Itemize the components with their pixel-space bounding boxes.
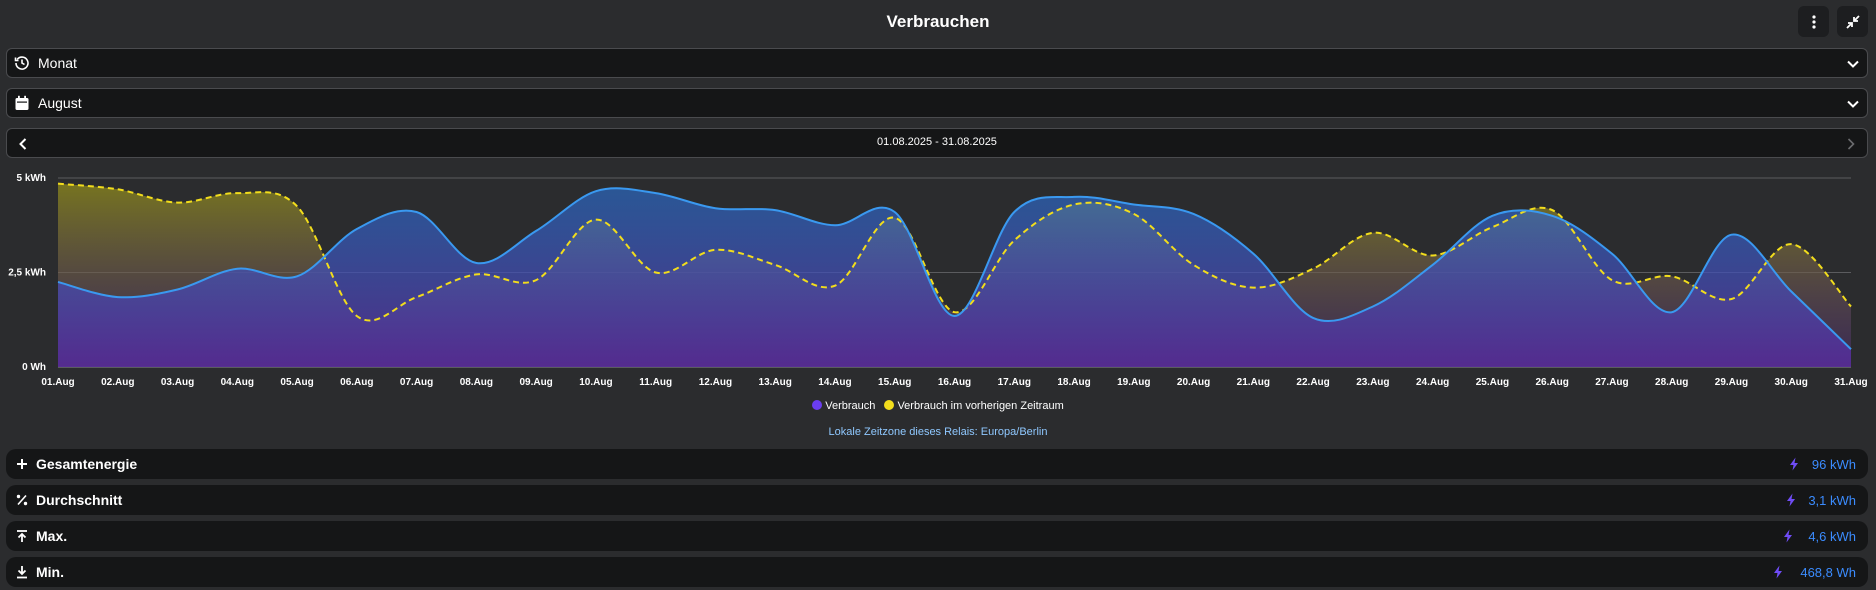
max-icon	[17, 530, 27, 542]
previous-period-button[interactable]	[15, 136, 31, 152]
stat-min[interactable]: Min. 468,8 Wh	[6, 557, 1868, 587]
chevron-down-icon	[1847, 60, 1859, 68]
stat-value: 3,1 kWh	[1808, 493, 1856, 508]
stat-total-energy[interactable]: Gesamtenergie 96 kWh	[6, 449, 1868, 479]
stat-label: Max.	[36, 528, 68, 544]
percent-icon	[16, 494, 28, 506]
timezone-note: Lokale Zeitzone dieses Relais: Europa/Be…	[828, 426, 1048, 438]
y-tick-label: 0 Wh	[22, 362, 46, 373]
x-tick-label: 15.Aug	[878, 377, 911, 388]
legend-item-verbrauch[interactable]: Verbrauch	[812, 400, 878, 412]
date-navigation: 01.08.2025 - 31.08.2025	[6, 128, 1868, 158]
collapse-button[interactable]	[1837, 6, 1868, 37]
period-select-value: Monat	[38, 55, 77, 71]
x-tick-label: 29.Aug	[1715, 377, 1748, 388]
x-tick-label: 05.Aug	[280, 377, 313, 388]
bolt-icon	[1787, 493, 1795, 507]
legend-item-previous[interactable]: Verbrauch im vorherigen Zeitraum	[884, 400, 1064, 412]
collapse-icon	[1845, 14, 1860, 29]
bolt-icon	[1774, 565, 1782, 579]
x-tick-label: 24.Aug	[1416, 377, 1449, 388]
x-tick-label: 07.Aug	[400, 377, 433, 388]
legend-dot-icon	[884, 400, 895, 410]
next-period-button[interactable]	[1843, 136, 1859, 152]
x-tick-label: 13.Aug	[759, 377, 792, 388]
calendar-icon	[15, 95, 29, 110]
x-tick-label: 21.Aug	[1237, 377, 1270, 388]
stat-label: Gesamtenergie	[36, 456, 138, 472]
stat-label: Durchschnitt	[36, 492, 123, 508]
stat-max[interactable]: Max. 4,6 kWh	[6, 521, 1868, 551]
x-tick-label: 14.Aug	[818, 377, 851, 388]
month-select-value: August	[38, 95, 82, 111]
date-range: 01.08.2025 - 31.08.2025	[877, 136, 997, 148]
more-vertical-icon	[1811, 14, 1816, 29]
x-tick-label: 04.Aug	[221, 377, 254, 388]
bolt-icon	[1790, 457, 1798, 471]
stat-value: 96 kWh	[1811, 457, 1856, 472]
series-line-verbrauch	[57, 187, 1852, 350]
x-tick-label: 03.Aug	[161, 377, 194, 388]
x-tick-label: 11.Aug	[639, 377, 672, 388]
x-tick-label: 08.Aug	[460, 377, 493, 388]
x-tick-label: 01.Aug	[41, 377, 74, 388]
consumption-chart: 0 Wh 2,5 kWh 5 kWh 01.Aug 02.Aug 03.Aug 04.Aug…	[8, 173, 1867, 388]
period-select[interactable]: Monat	[6, 48, 1868, 78]
stat-value: 468,8 Wh	[1800, 565, 1856, 580]
x-tick-label: 02.Aug	[101, 377, 134, 388]
legend-label: Verbrauch im vorherigen Zeitraum	[897, 400, 1064, 412]
x-tick-label: 25.Aug	[1476, 377, 1509, 388]
series-line-previous	[57, 182, 1852, 322]
bolt-icon	[1784, 529, 1792, 543]
chart-legend: Verbrauch Verbrauch im vorherigen Zeitra…	[0, 400, 1876, 412]
x-tick-label: 09.Aug	[519, 377, 552, 388]
x-tick-label: 18.Aug	[1057, 377, 1090, 388]
history-icon	[14, 56, 29, 70]
legend-dot-icon	[812, 400, 823, 410]
x-tick-label: 10.Aug	[579, 377, 612, 388]
more-menu-button[interactable]	[1798, 6, 1829, 37]
x-tick-label: 19.Aug	[1117, 377, 1150, 388]
x-tick-label: 12.Aug	[699, 377, 732, 388]
page-title: Verbrauchen	[886, 12, 990, 31]
chevron-down-icon	[1847, 100, 1859, 108]
x-tick-label: 30.Aug	[1775, 377, 1808, 388]
x-tick-label: 17.Aug	[998, 377, 1031, 388]
x-tick-label: 06.Aug	[340, 377, 373, 388]
x-tick-label: 27.Aug	[1595, 377, 1628, 388]
stat-value: 4,6 kWh	[1808, 529, 1856, 544]
series-area-verbrauch	[58, 188, 1851, 367]
x-tick-label: 23.Aug	[1356, 377, 1389, 388]
x-tick-label: 28.Aug	[1655, 377, 1688, 388]
header: Verbrauchen	[0, 0, 1876, 46]
plus-icon	[17, 459, 27, 469]
y-tick-label: 5 kWh	[17, 173, 46, 184]
x-tick-label: 20.Aug	[1177, 377, 1210, 388]
x-tick-label: 26.Aug	[1535, 377, 1568, 388]
x-tick-label: 22.Aug	[1296, 377, 1329, 388]
stat-average[interactable]: Durchschnitt 3,1 kWh	[6, 485, 1868, 515]
stat-label: Min.	[36, 564, 64, 580]
x-tick-label: 16.Aug	[938, 377, 971, 388]
x-tick-label: 31.Aug	[1834, 377, 1867, 388]
min-icon	[17, 566, 27, 579]
legend-label: Verbrauch	[825, 400, 876, 412]
month-select[interactable]: August	[6, 88, 1868, 118]
y-tick-label: 2,5 kWh	[8, 268, 46, 279]
